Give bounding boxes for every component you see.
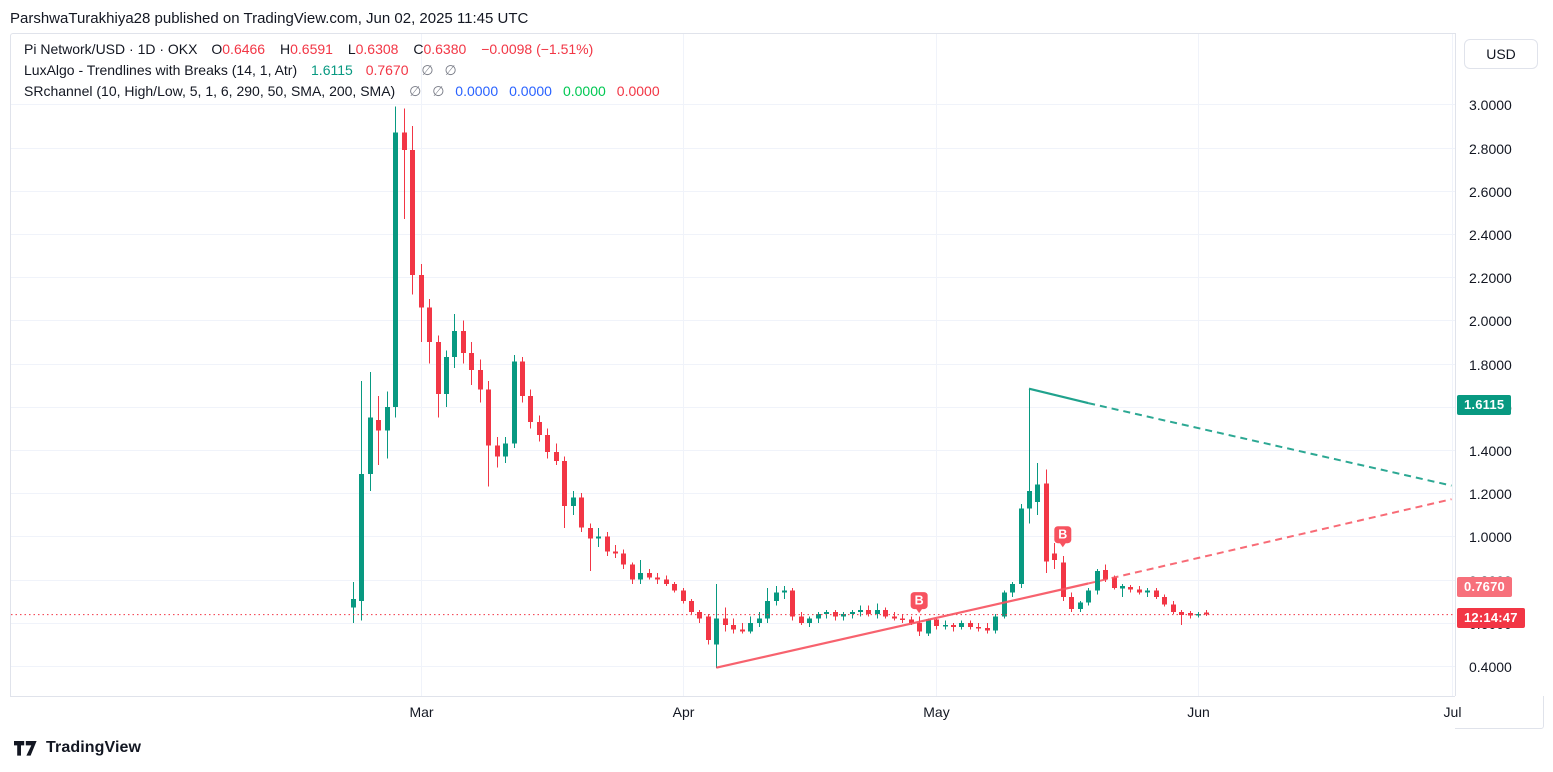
price-axis[interactable]: USD 3.0000 2.8000 2.6000 2.4000 2.2000 2.0000…: [1455, 33, 1546, 696]
svg-text:B: B: [915, 594, 924, 608]
srchannel-value-2: 0.0000: [509, 83, 552, 99]
time-tick-jul: Jul: [1443, 704, 1462, 720]
price-tick-0.4000: 0.4000: [1469, 658, 1512, 675]
legend-srchannel-row[interactable]: SRchannel (10, High/Low, 5, 1, 6, 290, 5…: [24, 81, 671, 102]
legend: Pi Network/USD · 1D · OKX O0.6466 H0.659…: [24, 39, 671, 102]
srchannel-value-4: 0.0000: [616, 83, 660, 99]
luxalgo-lower-value: 0.7670: [365, 62, 409, 78]
trendline-upper-dashed: [1087, 402, 1452, 487]
luxalgo-upper-value: 1.6115: [311, 62, 353, 78]
open-value: 0.6466: [222, 41, 266, 57]
trendline-lower-dashed: [1087, 498, 1452, 585]
price-tick-1.4000: 1.4000: [1469, 442, 1512, 459]
close-value-pair: C0.6380: [413, 41, 467, 57]
price-tick-2.6000: 2.6000: [1469, 183, 1512, 200]
price-tick-1.8000: 1.8000: [1469, 356, 1512, 373]
symbol-title: Pi Network/USD · 1D · OKX: [24, 41, 198, 57]
tradingview-logo-icon: [14, 740, 37, 756]
price-tick-1.0000: 1.0000: [1469, 528, 1512, 545]
break-marker: B: [1054, 526, 1072, 548]
open-value-pair: O0.6466: [211, 41, 266, 57]
price-tick-1.2000: 1.2000: [1469, 485, 1512, 502]
price-tick-2.0000: 2.0000: [1469, 312, 1512, 329]
luxalgo-empty-value-2: ∅: [444, 62, 457, 78]
price-tick-2.4000: 2.4000: [1469, 226, 1512, 243]
svg-text:B: B: [1058, 528, 1067, 542]
luxalgo-trendlines: [716, 387, 1452, 669]
time-tick-apr: Apr: [672, 704, 695, 720]
srchannel-value-3: 0.0000: [562, 83, 606, 99]
trendline-lower-solid: [716, 582, 1089, 669]
tradingview-brand-text: TradingView: [46, 739, 142, 756]
luxalgo-indicator-title: LuxAlgo - Trendlines with Breaks (14, 1,…: [24, 62, 298, 78]
trendline-upper-solid: [1028, 387, 1089, 405]
change-value: −0.0098 (−1.51%): [481, 41, 594, 57]
low-value: 0.6308: [355, 41, 399, 57]
legend-luxalgo-row[interactable]: LuxAlgo - Trendlines with Breaks (14, 1,…: [24, 60, 671, 81]
price-tick-2.2000: 2.2000: [1469, 269, 1512, 286]
legend-symbol-row[interactable]: Pi Network/USD · 1D · OKX O0.6466 H0.659…: [24, 39, 671, 60]
srchannel-empty-value-1: ∅: [409, 83, 422, 99]
grid: [11, 34, 1455, 696]
time-tick-may: May: [923, 704, 950, 720]
tradingview-attribution[interactable]: TradingView: [14, 739, 141, 757]
luxalgo-empty-value-1: ∅: [421, 62, 434, 78]
price-tick-2.8000: 2.8000: [1469, 140, 1512, 157]
time-tick-mar: Mar: [409, 704, 434, 720]
price-tick-3.0000: 3.0000: [1469, 96, 1512, 113]
candlestick-series: [351, 106, 1209, 669]
close-value: 0.6380: [423, 41, 467, 57]
high-value: 0.6591: [290, 41, 333, 57]
low-value-pair: L0.6308: [347, 41, 399, 57]
srchannel-indicator-title: SRchannel (10, High/Low, 5, 1, 6, 290, 5…: [24, 83, 396, 99]
srchannel-empty-value-2: ∅: [432, 83, 445, 99]
bar-close-countdown-badge: 12:14:47: [1457, 608, 1525, 628]
lower-trendline-price-badge: 0.7670: [1457, 577, 1512, 597]
srchannel-values: 0.0000 0.0000 0.0000 0.0000: [455, 83, 670, 99]
upper-trendline-price-badge: 1.6115: [1457, 395, 1512, 415]
time-tick-jun: Jun: [1187, 704, 1210, 720]
high-value-pair: H0.6591: [279, 41, 333, 57]
time-axis[interactable]: Mar Apr May Jun Jul: [10, 696, 1461, 730]
currency-toggle-button[interactable]: USD: [1464, 39, 1538, 69]
page-header: ParshwaTurakhiya28 published on TradingV…: [10, 10, 529, 27]
srchannel-value-1: 0.0000: [455, 83, 499, 99]
break-marker: B: [910, 592, 928, 614]
